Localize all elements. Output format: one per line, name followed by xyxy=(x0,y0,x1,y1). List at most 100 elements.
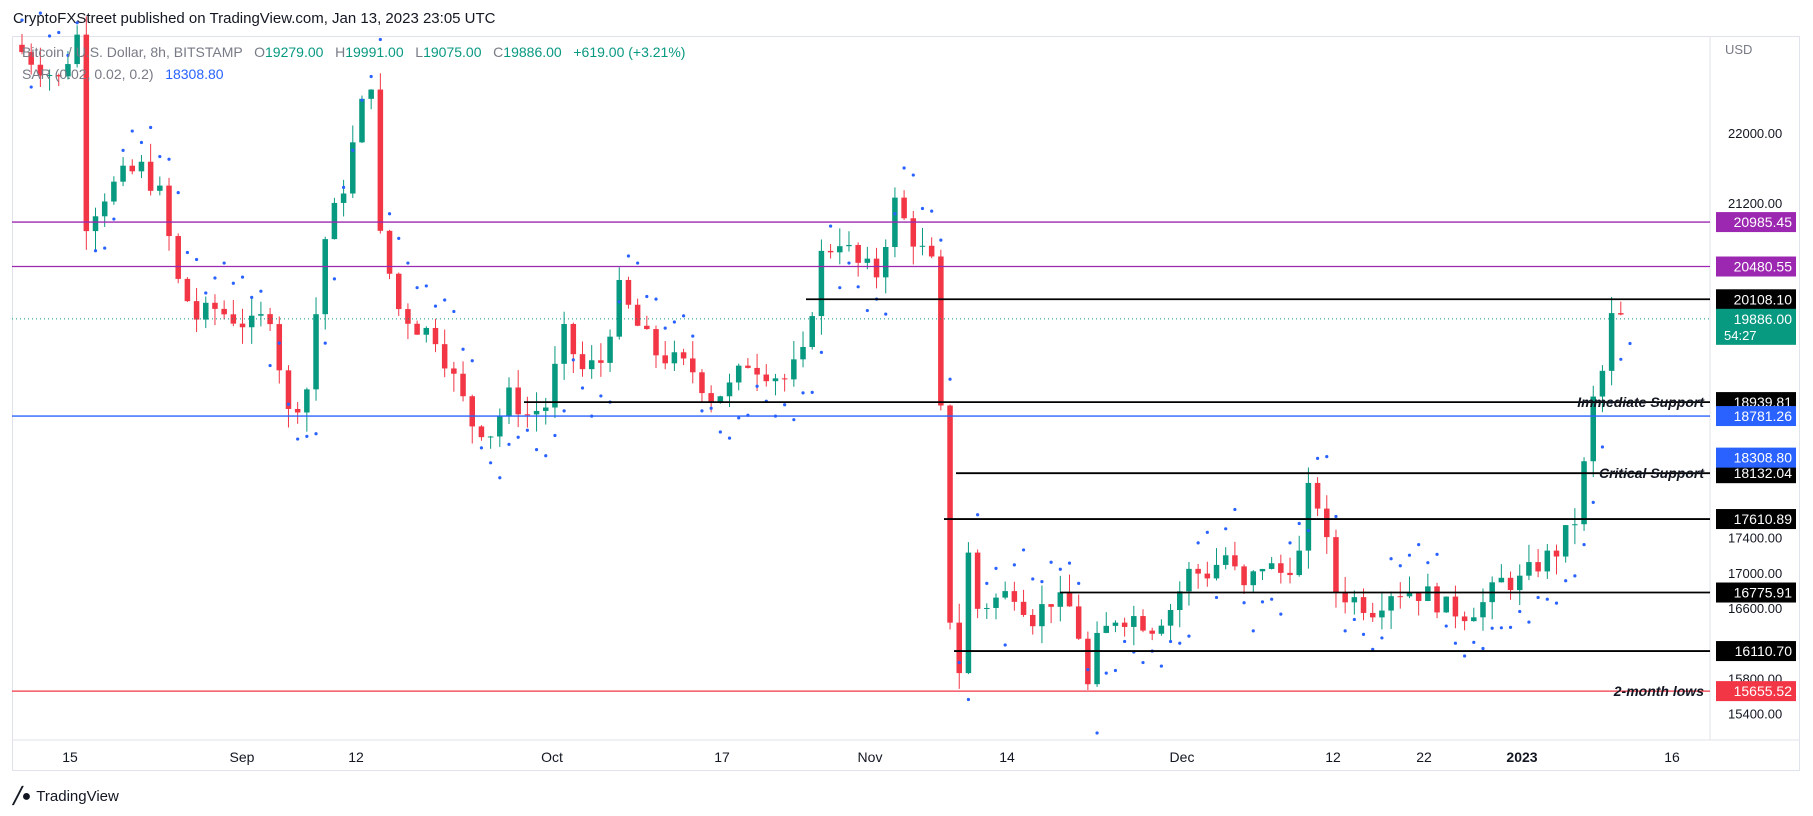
candle-body xyxy=(1075,606,1082,639)
x-tick-label: 17 xyxy=(714,749,730,765)
candle-body xyxy=(1186,568,1192,592)
sar-dot xyxy=(1260,600,1265,604)
candle-body xyxy=(377,89,384,231)
level-price-tag: 16110.70 xyxy=(1735,643,1793,659)
candle-body xyxy=(239,323,246,328)
level-annotation: Immediate Support xyxy=(1577,394,1705,410)
sar-dot xyxy=(718,430,722,434)
sar-dot xyxy=(1352,617,1356,622)
sar-dot xyxy=(406,261,410,265)
candle-body xyxy=(92,216,99,232)
sar-dot xyxy=(47,34,52,38)
sar-dot xyxy=(930,209,934,213)
sar-dot xyxy=(1499,626,1503,630)
candle-body xyxy=(1287,572,1293,576)
y-tick-label: 17000.00 xyxy=(1728,566,1782,581)
level-price-tag: 18132.04 xyxy=(1734,465,1793,481)
level-price-tag: 15655.52 xyxy=(1734,683,1793,699)
candle-body xyxy=(1333,537,1339,593)
sar-dot xyxy=(1242,601,1246,605)
sar-dot xyxy=(727,436,732,440)
sar-dot xyxy=(1334,514,1338,519)
sar-dot xyxy=(1545,597,1549,601)
candle-body xyxy=(83,34,90,232)
sar-dot xyxy=(801,391,805,395)
sar-dot xyxy=(1564,579,1568,583)
sar-dot xyxy=(1453,641,1458,645)
candle-body xyxy=(726,382,733,397)
candle-body xyxy=(212,302,218,309)
price-chart[interactable]: 22000.00 21200.00 17400.00 17000.00 16600.00… xyxy=(0,0,1813,780)
sar-value: 18308.80 xyxy=(165,66,224,82)
candle-body xyxy=(818,250,825,317)
sar-dot xyxy=(819,350,824,354)
sar-dot xyxy=(1380,636,1384,640)
close-label: C xyxy=(493,44,504,60)
sar-dot xyxy=(1049,560,1053,564)
sar-dot xyxy=(250,295,254,299)
sar-dot xyxy=(1214,595,1219,600)
candle-body xyxy=(340,193,347,203)
sar-dot xyxy=(571,358,575,362)
sar-dot xyxy=(277,341,281,345)
candle-body xyxy=(111,181,117,202)
candle-body xyxy=(1213,564,1220,579)
sar-label[interactable]: SAR (0.02, 0.02, 0.2) xyxy=(22,66,154,82)
candle-body xyxy=(1020,601,1027,615)
sar-dot xyxy=(525,428,529,432)
currency-label: USD xyxy=(1725,42,1753,57)
sar-dot xyxy=(1067,561,1072,565)
candle-body xyxy=(561,323,567,364)
candle-body xyxy=(1434,586,1440,613)
candle-body xyxy=(515,387,521,415)
candle-body xyxy=(846,244,852,247)
candle-body xyxy=(570,323,577,355)
sar-dot xyxy=(1389,557,1393,561)
sar-dot xyxy=(1123,639,1127,644)
x-tick-label: Oct xyxy=(541,749,563,765)
open-value: 19279.00 xyxy=(265,44,324,60)
candle-body xyxy=(1461,616,1468,622)
level-price-tag-bg xyxy=(1716,463,1796,484)
footer-brand[interactable]: ╱● TradingView xyxy=(13,786,119,806)
candle-body xyxy=(533,410,540,415)
candle-body xyxy=(1011,591,1018,602)
candle-body xyxy=(230,314,237,324)
candle-body xyxy=(1406,592,1413,597)
candle-body xyxy=(175,236,181,279)
sar-dot xyxy=(1012,563,1016,567)
sar-dot xyxy=(562,409,566,413)
sar-dot xyxy=(911,173,915,177)
candle-body xyxy=(1581,461,1587,525)
candle-body xyxy=(1471,617,1477,622)
candle-body xyxy=(1222,555,1229,565)
bar-countdown: 54:27 xyxy=(1724,328,1757,343)
sar-dot xyxy=(1582,543,1586,547)
candle-body xyxy=(313,314,319,390)
candle-body xyxy=(1379,610,1385,618)
current-price-tag: 19886.00 xyxy=(1734,311,1793,327)
sar-dot xyxy=(1233,507,1237,512)
sar-dot xyxy=(231,281,235,285)
sar-dot xyxy=(1021,548,1026,552)
sar-dot xyxy=(1003,643,1007,647)
candle-body xyxy=(101,201,108,217)
candle-body xyxy=(1149,630,1155,634)
sar-dot xyxy=(792,418,796,422)
sar-dot xyxy=(185,250,189,255)
candle-body xyxy=(1516,575,1523,591)
sar-dot xyxy=(1288,541,1292,545)
candle-body xyxy=(441,344,448,369)
x-tick-label: Sep xyxy=(230,749,255,765)
level-annotation: Critical Support xyxy=(1599,465,1705,481)
sar-dot xyxy=(1141,660,1145,665)
sar-dot xyxy=(378,37,382,42)
symbol-label[interactable]: Bitcoin / U.S. Dollar, 8h, BITSTAMP xyxy=(22,44,243,60)
candle-body xyxy=(1278,563,1284,573)
candle-body xyxy=(1131,616,1137,627)
sar-dot xyxy=(672,320,676,324)
sar-dot xyxy=(1315,456,1320,460)
candle-body xyxy=(1443,596,1449,613)
close-value: 19886.00 xyxy=(503,44,562,60)
candle-body xyxy=(974,552,981,609)
